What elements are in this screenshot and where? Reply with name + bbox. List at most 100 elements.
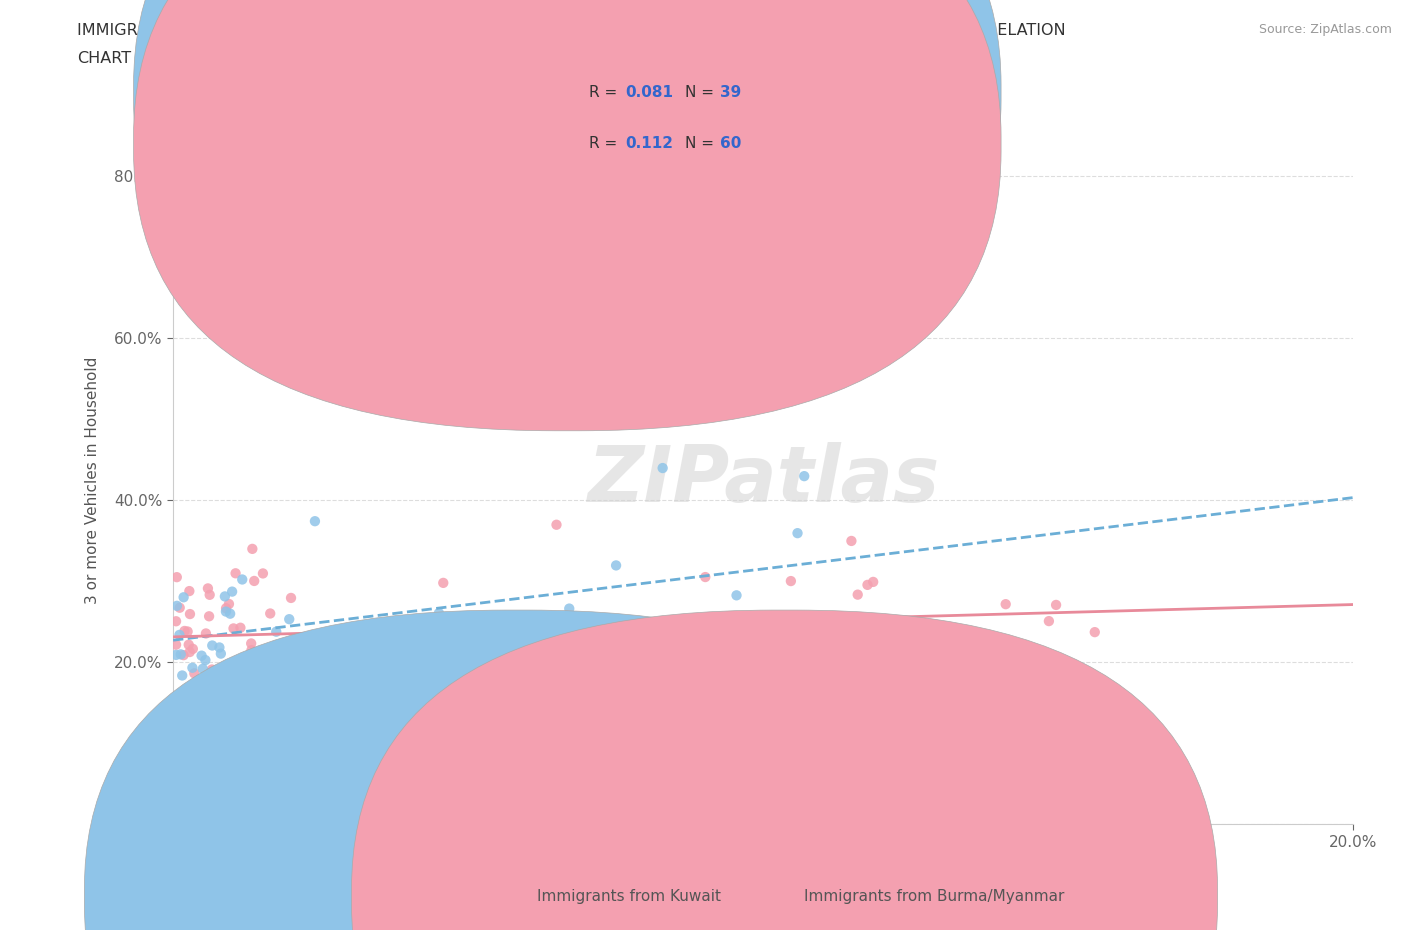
Point xyxy=(173,623,195,638)
Text: ZIPatlas: ZIPatlas xyxy=(586,442,939,518)
Point xyxy=(927,687,949,702)
Point xyxy=(651,460,673,475)
Point xyxy=(198,588,221,603)
Point xyxy=(214,685,236,700)
Point xyxy=(439,684,461,698)
Point xyxy=(221,584,243,599)
Point xyxy=(243,574,266,589)
Point xyxy=(437,659,460,674)
Point xyxy=(264,624,287,639)
Point xyxy=(183,666,205,681)
Point xyxy=(179,606,201,621)
Point xyxy=(222,621,245,636)
Point xyxy=(846,587,869,602)
Point xyxy=(215,601,238,616)
Point xyxy=(181,642,204,657)
Point xyxy=(780,574,803,589)
Point xyxy=(198,609,221,624)
Point xyxy=(166,598,188,613)
Point xyxy=(240,636,263,651)
Point xyxy=(173,590,195,604)
Point xyxy=(266,660,288,675)
Point xyxy=(191,661,214,676)
Point xyxy=(318,665,340,680)
Text: N =: N = xyxy=(685,85,718,100)
Point xyxy=(165,614,187,629)
Point xyxy=(304,513,326,528)
Point xyxy=(240,643,263,658)
Point xyxy=(191,678,214,693)
Point xyxy=(197,581,219,596)
Point xyxy=(1084,625,1107,640)
Point xyxy=(194,626,217,641)
Point xyxy=(793,469,815,484)
Point xyxy=(214,589,236,604)
Point xyxy=(278,612,301,627)
Point xyxy=(181,660,204,675)
Point xyxy=(841,534,863,549)
Point xyxy=(236,686,259,701)
Point xyxy=(910,683,932,698)
Point xyxy=(1063,668,1085,683)
Point xyxy=(186,679,208,694)
Point xyxy=(252,566,274,581)
Point xyxy=(1045,597,1067,612)
Point xyxy=(190,648,212,663)
Text: CHART: CHART xyxy=(77,51,131,66)
Point xyxy=(169,628,191,643)
Point xyxy=(321,644,343,659)
Point xyxy=(856,578,879,592)
Point xyxy=(231,572,253,587)
Point xyxy=(201,662,224,677)
Point xyxy=(186,295,208,310)
Point xyxy=(215,604,238,619)
Point xyxy=(173,647,195,662)
Point xyxy=(176,624,198,639)
Text: 0.081: 0.081 xyxy=(626,85,673,100)
Text: Immigrants from Burma/Myanmar: Immigrants from Burma/Myanmar xyxy=(804,889,1064,904)
Y-axis label: 3 or more Vehicles in Household: 3 or more Vehicles in Household xyxy=(86,356,100,604)
Point xyxy=(263,666,285,681)
Point xyxy=(209,646,232,661)
Text: 60: 60 xyxy=(720,137,741,152)
Point xyxy=(205,684,228,699)
Point xyxy=(605,558,627,573)
Point xyxy=(725,588,748,603)
Text: R =: R = xyxy=(589,137,623,152)
Point xyxy=(187,688,209,703)
Point xyxy=(166,570,188,585)
Text: Source: ZipAtlas.com: Source: ZipAtlas.com xyxy=(1258,23,1392,36)
Point xyxy=(165,637,187,652)
Point xyxy=(546,517,568,532)
Point xyxy=(558,601,581,616)
Point xyxy=(432,576,454,591)
Text: IMMIGRANTS FROM KUWAIT VS IMMIGRANTS FROM BURMA/MYANMAR 3 OR MORE VEHICLES IN HO: IMMIGRANTS FROM KUWAIT VS IMMIGRANTS FRO… xyxy=(77,23,1066,38)
Point xyxy=(531,661,554,676)
Point xyxy=(194,653,217,668)
Point xyxy=(176,698,198,712)
Point xyxy=(634,675,657,690)
Point xyxy=(695,569,717,584)
Point xyxy=(208,640,231,655)
Point xyxy=(1038,614,1060,629)
Point xyxy=(179,644,201,659)
Point xyxy=(225,565,247,580)
Point xyxy=(179,584,201,599)
Point xyxy=(678,631,700,645)
Point xyxy=(218,596,240,611)
Point xyxy=(205,666,228,681)
Point xyxy=(165,647,187,662)
Point xyxy=(201,711,224,725)
Point xyxy=(186,685,208,700)
Point xyxy=(170,647,193,662)
Point xyxy=(177,637,200,652)
Point xyxy=(219,606,242,621)
Text: 39: 39 xyxy=(720,85,741,100)
Point xyxy=(259,606,281,621)
Text: R =: R = xyxy=(589,85,623,100)
Point xyxy=(188,701,211,716)
Point xyxy=(280,591,302,605)
Point xyxy=(219,660,242,675)
Point xyxy=(172,668,194,683)
Point xyxy=(427,605,450,620)
